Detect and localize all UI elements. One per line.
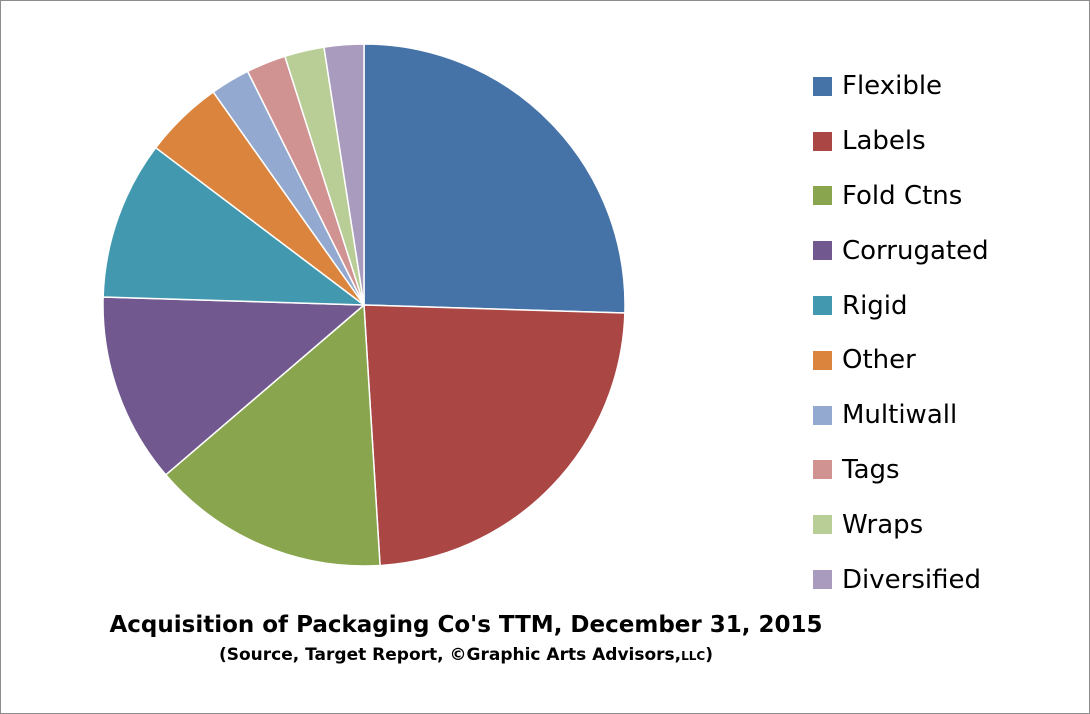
legend-label-multiwall: Multiwall	[842, 400, 958, 431]
chart-subtitle-suffix: LLC	[681, 649, 706, 663]
legend-item-fold-ctns: Fold Ctns	[813, 169, 989, 224]
legend-item-corrugated: Corrugated	[813, 223, 989, 278]
chart-titles: Acquisition of Packaging Co's TTM, Decem…	[1, 609, 931, 670]
legend-swatch-flexible	[813, 76, 832, 96]
legend-item-tags: Tags	[813, 443, 989, 498]
legend-item-multiwall: Multiwall	[813, 388, 989, 443]
legend-item-wraps: Wraps	[813, 497, 989, 552]
legend-swatch-labels	[813, 131, 832, 151]
legend-swatch-diversified	[813, 570, 832, 590]
legend-swatch-fold-ctns	[813, 186, 832, 206]
legend-label-labels: Labels	[842, 126, 926, 157]
legend-swatch-corrugated	[813, 241, 832, 261]
chart-subtitle-main: (Source, Target Report, ©Graphic Arts Ad…	[218, 645, 682, 665]
chart-subtitle: (Source, Target Report, ©Graphic Arts Ad…	[1, 641, 931, 670]
legend: Flexible Labels Fold Ctns Corrugated Rigid Ot…	[813, 59, 989, 607]
legend-label-diversified: Diversified	[842, 564, 981, 595]
legend-label-rigid: Rigid	[842, 290, 908, 321]
legend-item-other: Other	[813, 333, 989, 388]
legend-swatch-other	[813, 350, 832, 370]
legend-label-other: Other	[842, 345, 916, 376]
legend-item-flexible: Flexible	[813, 59, 989, 114]
legend-swatch-multiwall	[813, 405, 832, 425]
legend-item-labels: Labels	[813, 114, 989, 169]
pie-slice-diversified	[323, 43, 365, 306]
legend-swatch-rigid	[813, 296, 832, 316]
legend-label-wraps: Wraps	[842, 509, 924, 540]
chart-subtitle-end: )	[705, 645, 713, 665]
legend-label-fold-ctns: Fold Ctns	[842, 180, 963, 211]
legend-swatch-wraps	[813, 515, 832, 535]
legend-label-corrugated: Corrugated	[842, 235, 989, 266]
pie-slice-corrugated	[102, 296, 365, 476]
pie-slice-labels	[363, 304, 626, 567]
legend-item-rigid: Rigid	[813, 278, 989, 333]
chart-title: Acquisition of Packaging Co's TTM, Decem…	[109, 612, 823, 638]
legend-item-diversified: Diversified	[813, 552, 989, 607]
legend-swatch-tags	[813, 460, 832, 480]
pie-slice-flexible	[363, 43, 626, 314]
pie-slice-fold-ctns	[165, 304, 381, 567]
pie-slice-rigid	[102, 146, 365, 306]
legend-label-tags: Tags	[842, 454, 900, 485]
legend-label-flexible: Flexible	[842, 71, 943, 102]
